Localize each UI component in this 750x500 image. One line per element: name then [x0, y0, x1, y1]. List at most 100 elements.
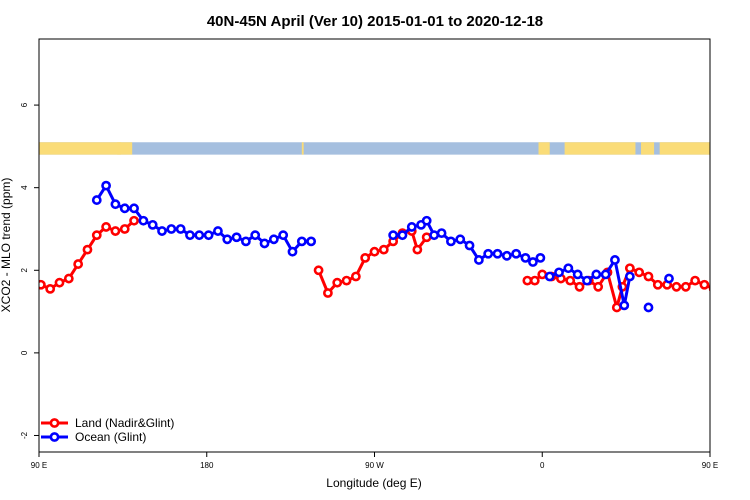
x-tick-label: 90 E	[31, 461, 47, 470]
ocean-data-point	[306, 236, 317, 247]
land-data-point	[729, 275, 736, 282]
land-data-point	[129, 215, 139, 226]
ocean-data-point	[157, 226, 167, 236]
ocean-data-point	[259, 238, 270, 249]
x-tick-label: 0	[540, 461, 545, 470]
ocean-data-point	[268, 234, 279, 245]
y-axis-label: XCO2 - MLO trend (ppm)	[0, 178, 13, 313]
ocean-data-point	[240, 236, 251, 247]
land-data-point	[680, 281, 691, 292]
ocean-data-point	[278, 230, 289, 241]
land-data-point	[332, 277, 343, 288]
land-data-point	[91, 230, 102, 241]
ocean-data-point	[520, 252, 531, 263]
y-tick-label: -2	[20, 431, 29, 439]
ocean-data-point	[222, 234, 233, 245]
ocean-data-point	[250, 230, 261, 241]
land-band-segment	[117, 142, 133, 155]
ocean-data-point	[166, 224, 177, 234]
ocean-data-point	[287, 246, 298, 257]
land-band-segment	[564, 142, 636, 155]
ocean-data-point	[388, 230, 399, 241]
land-data-point	[690, 275, 700, 286]
x-tick-label: 90 W	[365, 461, 384, 470]
y-tick-label: 4	[20, 185, 29, 190]
ocean-data-point	[101, 180, 111, 191]
land-data-point	[522, 275, 533, 286]
ocean-data-point	[572, 269, 583, 280]
land-data-point	[45, 283, 56, 294]
ocean-data-point	[194, 230, 205, 241]
land-data-point	[565, 275, 576, 286]
land-data-point	[323, 288, 333, 298]
land-data-point	[119, 224, 130, 234]
legend-item-ocean: Ocean (Glint)	[41, 430, 146, 444]
ocean-data-point	[91, 195, 102, 205]
land-data-point	[574, 281, 585, 292]
legend-label: Land (Nadir&Glint)	[75, 416, 174, 430]
ocean-series-line	[549, 258, 632, 307]
land-data-point	[378, 244, 389, 255]
land-data-point	[738, 260, 745, 267]
land-data-point	[82, 244, 93, 255]
land-data-point	[63, 273, 74, 284]
ocean-data-point	[664, 273, 674, 284]
x-axis: 90 E 180 90 W 0 90 E	[31, 452, 718, 470]
land-data-point	[643, 271, 654, 282]
ocean-data-point	[591, 269, 602, 280]
land-data-point	[54, 277, 65, 288]
land-data-point	[421, 232, 432, 243]
ocean-data-point	[464, 240, 475, 251]
ocean-data-point	[582, 275, 592, 286]
ocean-data-point	[511, 248, 522, 259]
legend-item-land: Land (Nadir&Glint)	[41, 416, 174, 430]
land-data-point	[611, 302, 622, 313]
ocean-data-point	[535, 252, 546, 263]
land-data-point	[719, 279, 726, 286]
ocean-data-point	[296, 236, 307, 247]
land-band-segment	[301, 142, 304, 155]
ocean-data-point	[610, 255, 620, 265]
ocean-data-point	[129, 203, 139, 214]
land-data-point	[624, 263, 635, 274]
land-data-point	[341, 275, 352, 286]
land-data-point	[73, 259, 84, 269]
x-axis-label: Longitude (deg E)	[326, 476, 421, 490]
x-tick-label: 90 E	[702, 461, 718, 470]
ocean-data-point	[544, 271, 555, 282]
land-data-point	[708, 285, 710, 293]
land-data-point	[593, 281, 604, 292]
ocean-data-point	[492, 248, 503, 259]
ocean-data-point	[429, 230, 440, 241]
ocean-data-point	[554, 267, 564, 278]
land-data-point	[110, 226, 121, 236]
land-data-point	[369, 246, 380, 257]
chart-title: 40N-45N April (Ver 10) 2015-01-01 to 202…	[207, 13, 543, 30]
ocean-data-point	[619, 300, 630, 311]
ocean-data-point	[436, 228, 447, 239]
ocean-data-point	[446, 236, 456, 247]
y-tick-label: 0	[20, 350, 29, 355]
land-series	[39, 215, 745, 313]
ocean-data-point	[406, 222, 417, 232]
ocean-data-point	[147, 219, 158, 230]
plot-frame	[38, 38, 711, 453]
ocean-data-point	[643, 302, 654, 313]
ocean-data-point	[473, 255, 484, 265]
land-data-point	[412, 244, 423, 255]
ocean-series	[91, 180, 674, 313]
surface-type-band	[39, 142, 710, 155]
ocean-data-point	[185, 230, 195, 241]
ocean-data-point	[563, 263, 574, 274]
legend: Land (Nadir&Glint)Ocean (Glint)	[41, 416, 174, 444]
land-band-segment	[538, 142, 550, 155]
x-tick-label: 180	[200, 461, 214, 470]
legend-label: Ocean (Glint)	[75, 430, 146, 444]
ocean-data-point	[119, 203, 130, 214]
ocean-data-point	[421, 215, 432, 226]
y-axis: -2 0 2 4 6	[20, 102, 39, 439]
ocean-series-line	[95, 184, 312, 254]
land-data-point	[699, 279, 710, 290]
land-data-point	[101, 222, 111, 232]
